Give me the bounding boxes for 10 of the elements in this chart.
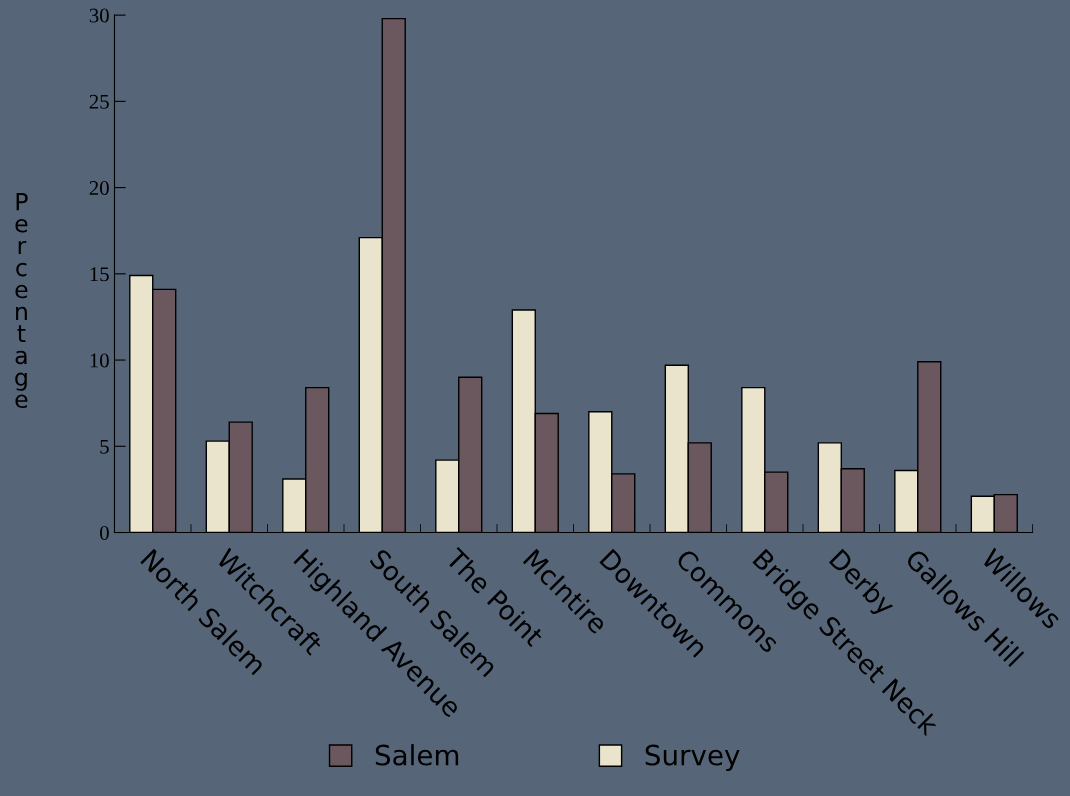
y-tick-label: 0 [100,525,109,540]
y-tick-label: 10 [90,353,109,368]
y-tick-label: 30 [89,8,109,23]
text: Percentage [15,192,28,409]
y-tick-label: 15 [90,267,109,282]
y-tick-label: 20 [89,180,109,196]
y-tick-label: 25 [89,94,109,109]
y-tick-label: 5 [100,439,109,454]
legend-label: Salem [375,744,459,766]
legend-label: Survey [645,744,740,771]
